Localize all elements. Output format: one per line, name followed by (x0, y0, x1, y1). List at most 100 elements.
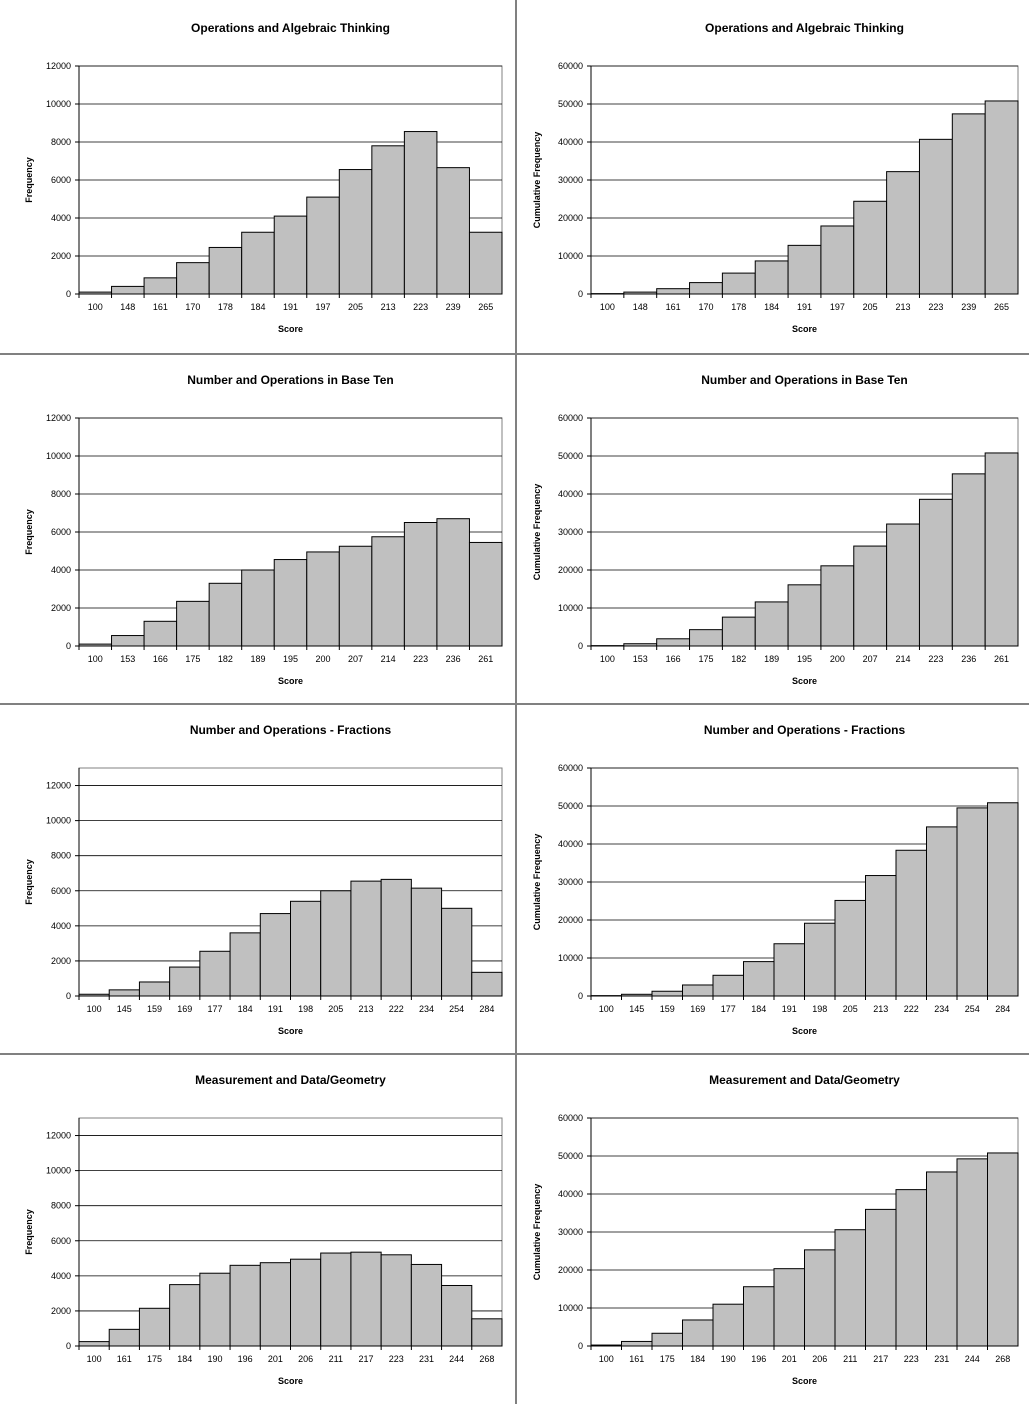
x-tick-label: 217 (873, 1354, 888, 1364)
y-axis-label: Frequency (24, 1209, 34, 1255)
bar (441, 907, 473, 997)
bar (621, 1340, 653, 1347)
x-tick-label: 200 (316, 654, 331, 664)
x-tick-label: 198 (298, 1004, 313, 1014)
x-tick-label: 177 (721, 1004, 736, 1014)
x-axis-label: Score (792, 1376, 817, 1386)
y-tick-label: 0 (578, 289, 583, 299)
x-tick-label: 184 (690, 1354, 705, 1364)
x-tick-label: 284 (995, 1004, 1010, 1014)
bar (743, 1286, 775, 1347)
bar (350, 1251, 382, 1347)
x-tick-label: 244 (449, 1354, 464, 1364)
bar (259, 913, 291, 997)
chart-8: Measurement and Data/Geometry 0 10000 20000… (532, 1073, 1019, 1386)
x-axis-label: Score (278, 1026, 303, 1036)
y-tick-label: 0 (578, 641, 583, 651)
y-tick-label: 0 (578, 1341, 583, 1351)
y-tick-label: 10000 (558, 953, 583, 963)
x-tick-label: 161 (153, 302, 168, 312)
bar (380, 878, 412, 997)
bar (853, 545, 888, 647)
bar (229, 1264, 261, 1347)
x-tick-label: 100 (87, 1004, 102, 1014)
bar (651, 990, 683, 997)
x-tick-label: 184 (238, 1004, 253, 1014)
y-tick-label: 4000 (51, 921, 71, 931)
x-axis-label: Score (278, 1376, 303, 1386)
y-tick-label: 8000 (51, 851, 71, 861)
bar (886, 523, 920, 647)
bar (320, 1252, 352, 1347)
chart-2: Operations and Algebraic Thinking 0 10000 2… (532, 21, 1019, 334)
bar (108, 1328, 140, 1347)
x-tick-label: 175 (147, 1354, 162, 1364)
y-tick-label: 4000 (51, 213, 71, 223)
bar (143, 620, 178, 647)
x-tick-label: 170 (185, 302, 200, 312)
y-tick-label: 0 (66, 289, 71, 299)
x-tick-label: 100 (88, 654, 103, 664)
bar (926, 826, 958, 997)
x-tick-label: 265 (478, 302, 493, 312)
x-tick-label: 268 (995, 1354, 1010, 1364)
bar (306, 196, 340, 295)
chart-title: Number and Operations in Base Ten (701, 373, 907, 387)
x-tick-label: 184 (250, 302, 265, 312)
x-axis-label: Score (278, 324, 303, 334)
y-tick-label: 10000 (558, 1303, 583, 1313)
x-tick-label: 178 (731, 302, 746, 312)
x-tick-label: 201 (268, 1354, 283, 1364)
chart-title: Number and Operations - Fractions (704, 723, 906, 737)
bar (169, 966, 201, 997)
x-tick-label: 189 (764, 654, 779, 664)
bar (208, 582, 243, 647)
x-tick-label: 239 (446, 302, 461, 312)
y-axis-label: Frequency (24, 859, 34, 905)
y-axis-label: Frequency (24, 509, 34, 555)
x-tick-label: 166 (666, 654, 681, 664)
chart-title: Number and Operations in Base Ten (187, 373, 393, 387)
bar (338, 545, 373, 647)
bar (987, 1152, 1019, 1347)
y-tick-label: 6000 (51, 175, 71, 185)
x-tick-label: 148 (120, 302, 135, 312)
x-tick-label: 197 (316, 302, 331, 312)
x-tick-label: 205 (348, 302, 363, 312)
x-tick-label: 234 (934, 1004, 949, 1014)
y-tick-label: 50000 (558, 1151, 583, 1161)
x-tick-label: 161 (666, 302, 681, 312)
bar (380, 1254, 412, 1347)
x-tick-label: 189 (250, 654, 265, 664)
bar (743, 961, 775, 997)
y-tick-label: 60000 (558, 61, 583, 71)
bar (682, 1319, 714, 1347)
x-tick-label: 222 (904, 1004, 919, 1014)
y-tick-label: 30000 (558, 1227, 583, 1237)
x-tick-label: 217 (359, 1354, 374, 1364)
y-tick-label: 2000 (51, 956, 71, 966)
chart-5: Number and Operations - Fractions 0 2000 40… (24, 723, 503, 1036)
bar (290, 1258, 322, 1347)
bar (773, 1268, 805, 1347)
bar (987, 802, 1019, 997)
y-tick-label: 40000 (558, 137, 583, 147)
x-tick-label: 178 (218, 302, 233, 312)
x-tick-label: 222 (389, 1004, 404, 1014)
chart-panel-8: Measurement and Data/Geometry 0 10000 20000… (516, 1054, 1029, 1404)
y-tick-label: 40000 (558, 489, 583, 499)
bar (754, 601, 789, 647)
x-tick-label: 153 (120, 654, 135, 664)
y-tick-label: 6000 (51, 1236, 71, 1246)
x-tick-label: 170 (698, 302, 713, 312)
x-tick-label: 234 (419, 1004, 434, 1014)
bar (436, 167, 470, 295)
x-tick-label: 159 (147, 1004, 162, 1014)
bar (787, 244, 822, 295)
bar (468, 231, 503, 295)
y-tick-label: 20000 (558, 565, 583, 575)
y-tick-label: 40000 (558, 1189, 583, 1199)
x-tick-label: 191 (283, 302, 298, 312)
x-tick-label: 268 (479, 1354, 494, 1364)
y-tick-label: 8000 (51, 137, 71, 147)
